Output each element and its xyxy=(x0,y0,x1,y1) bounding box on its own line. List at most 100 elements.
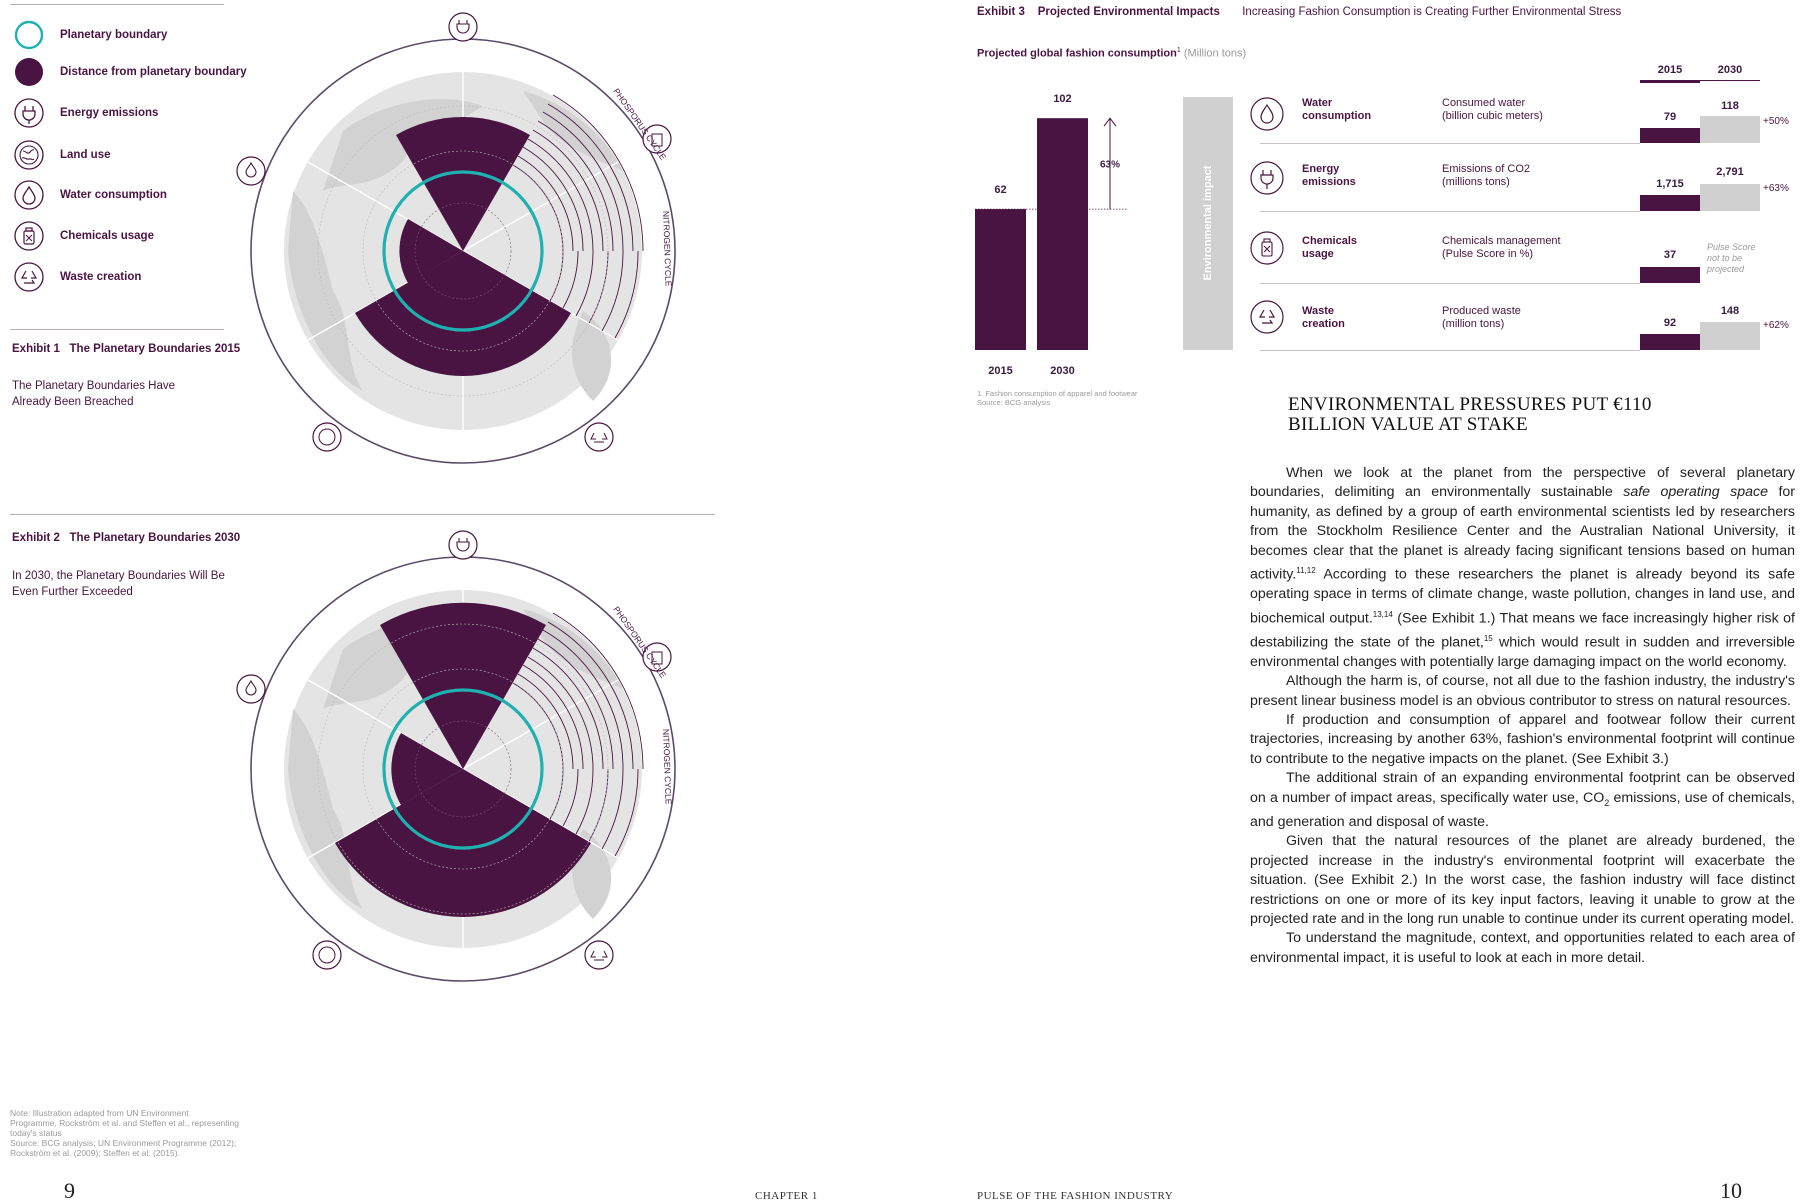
impact-description-line: Produced waste xyxy=(1442,305,1521,317)
exhibit2-title: The Planetary Boundaries 2030 xyxy=(69,532,241,544)
footnote-ref: 15 xyxy=(1483,633,1493,643)
exhibit1-subtitle-line: Already Been Breached xyxy=(12,396,134,408)
impact-description: Consumed water (billion cubic meters) xyxy=(1442,97,1543,123)
legend-item-waste: Waste creation xyxy=(12,260,141,294)
globe-icon xyxy=(312,940,342,970)
paragraph: If production and consumption of apparel… xyxy=(1250,712,1795,767)
impact-description: Produced waste (million tons) xyxy=(1442,305,1521,331)
note-line: today's status xyxy=(10,1128,62,1138)
column-header-2015: 2015 xyxy=(1657,64,1683,76)
running-head-left: CHAPTER 1 xyxy=(755,1190,818,1202)
row-divider xyxy=(1260,283,1640,284)
value-2030: 118 xyxy=(1721,100,1739,112)
legend-item-chemicals: Chemicals usage xyxy=(12,219,154,253)
column-rule-2015 xyxy=(1640,80,1700,83)
impact-label: Chemicals usage xyxy=(1302,235,1357,261)
bar-value-2015: 62 xyxy=(994,184,1006,196)
plug-icon xyxy=(448,12,478,42)
exhibit2-subtitle-line: Even Further Exceeded xyxy=(12,586,133,598)
impact-description-line: (billion cubic meters) xyxy=(1442,110,1543,122)
legend-label: Land use xyxy=(60,149,111,161)
note-line: Note: Illustration adapted from UN Envir… xyxy=(10,1108,189,1118)
bar-chart-footnote: 1. Fashion consumption of apparel and fo… xyxy=(977,389,1138,407)
chemical-bottle-icon xyxy=(12,219,46,253)
note-line: Programme, Rockström et al. and Steffen … xyxy=(10,1118,239,1128)
exhibit1-caption: Exhibit 1 The Planetary Boundaries 2015 xyxy=(12,343,240,355)
left-source-note: Note: Illustration adapted from UN Envir… xyxy=(10,1108,260,1158)
hatched-cycle-wedges xyxy=(512,94,644,339)
chart-title-footnote-mark: 1 xyxy=(1176,47,1181,54)
consumption-bar-chart: 62 102 2015 2030 63% xyxy=(975,93,1128,377)
water-drop-icon xyxy=(1250,97,1284,131)
bar-label-2030: 2030 xyxy=(1050,365,1074,377)
wedge-water xyxy=(399,219,463,283)
bar-2015 xyxy=(1640,128,1700,143)
exhibit2-subtitle: In 2030, the Planetary Boundaries Will B… xyxy=(12,568,225,600)
impact-label-line: emissions xyxy=(1302,176,1356,188)
impact-label: Waste creation xyxy=(1302,305,1345,331)
section-divider xyxy=(10,514,715,515)
wedge-land xyxy=(335,769,463,917)
water-drop-icon xyxy=(236,156,266,186)
wedge-energy xyxy=(380,602,546,769)
running-head-right: PULSE OF THE FASHION INDUSTRY xyxy=(977,1190,1174,1202)
legend-label: Planetary boundary xyxy=(60,29,168,41)
impact-description-line: (millions tons) xyxy=(1442,176,1510,188)
bar-2030 xyxy=(1037,118,1088,350)
growth-arrow-head xyxy=(1103,117,1117,127)
page-number-left: 9 xyxy=(64,1178,75,1203)
footnote-line: Source: BCG analysis xyxy=(977,398,1051,407)
globe-icon xyxy=(12,138,46,172)
paragraph: To understand the magnitude, context, an… xyxy=(1250,930,1795,966)
wedge-waste xyxy=(463,769,591,917)
text-run: emissions, use of chemicals, and generat… xyxy=(1250,789,1795,830)
globe-icon xyxy=(312,422,342,452)
planetary-boundary-ring xyxy=(382,170,544,332)
row-divider xyxy=(1260,350,1640,351)
note-line: not to be xyxy=(1707,253,1743,263)
planetary-boundary-ring-icon xyxy=(12,18,46,52)
footnote-ref: 13,14 xyxy=(1372,609,1393,619)
recycle-icon xyxy=(584,422,614,452)
legend-label: Distance from planetary boundary xyxy=(60,66,247,78)
article-body: When we look at the planet from the pers… xyxy=(1250,464,1795,968)
phosphorus-cycle-label: PHOSPORUS CYCLE xyxy=(611,604,668,680)
legend-item-planetary-boundary: Planetary boundary xyxy=(12,18,167,52)
column-header-2030: 2030 xyxy=(1717,64,1743,76)
legend-label: Water consumption xyxy=(60,189,167,201)
nitrogen-cycle-label: NITROGEN CYCLE xyxy=(661,729,674,805)
value-2015: 92 xyxy=(1663,317,1677,329)
bar-2015 xyxy=(1640,334,1700,350)
paragraph: The additional strain of an expanding en… xyxy=(1250,769,1795,832)
row-divider xyxy=(1260,143,1640,144)
subscript: 2 xyxy=(1604,797,1610,808)
distance-disc-icon xyxy=(12,55,46,89)
legend-label: Energy emissions xyxy=(60,107,159,119)
bar-2015 xyxy=(1640,195,1700,211)
paragraph: When we look at the planet from the pers… xyxy=(1250,464,1795,672)
planetary-boundary-ring xyxy=(382,688,544,850)
impact-label: Water consumption xyxy=(1302,97,1371,123)
boundary-wedges xyxy=(355,117,571,376)
bar-value-2030: 102 xyxy=(1053,93,1071,105)
hatched-cycle-wedges xyxy=(512,612,644,857)
footnote-line: 1. Fashion consumption of apparel and fo… xyxy=(977,389,1138,398)
recycle-icon xyxy=(1250,300,1284,334)
legend-item-energy: Energy emissions xyxy=(12,96,158,130)
legend-label: Waste creation xyxy=(60,271,142,283)
exhibit1-number: Exhibit 1 xyxy=(12,343,60,355)
exhibit1-diagram: PHOSPORUS CYCLE NITROGEN CYCLE xyxy=(236,12,676,464)
note-line: Pulse Score xyxy=(1707,242,1756,252)
paragraph: Although the harm is, of course, not all… xyxy=(1250,673,1795,709)
bar-2030 xyxy=(1700,184,1760,211)
wedge-water xyxy=(391,733,463,805)
exhibit1-rule xyxy=(10,329,224,330)
impact-description-line: (Pulse Score in %) xyxy=(1442,248,1534,260)
growth-percentage: 63% xyxy=(1100,160,1120,171)
row-divider xyxy=(1260,211,1640,212)
text-run: When we look at the planet from the pers… xyxy=(1250,465,1795,501)
value-2015: 1,715 xyxy=(1656,178,1684,190)
water-drop-icon xyxy=(236,674,266,704)
exhibit2-diagram: PHOSPORUS CYCLE NITROGEN CYCLE xyxy=(236,530,676,982)
legend-item-water: Water consumption xyxy=(12,178,167,212)
